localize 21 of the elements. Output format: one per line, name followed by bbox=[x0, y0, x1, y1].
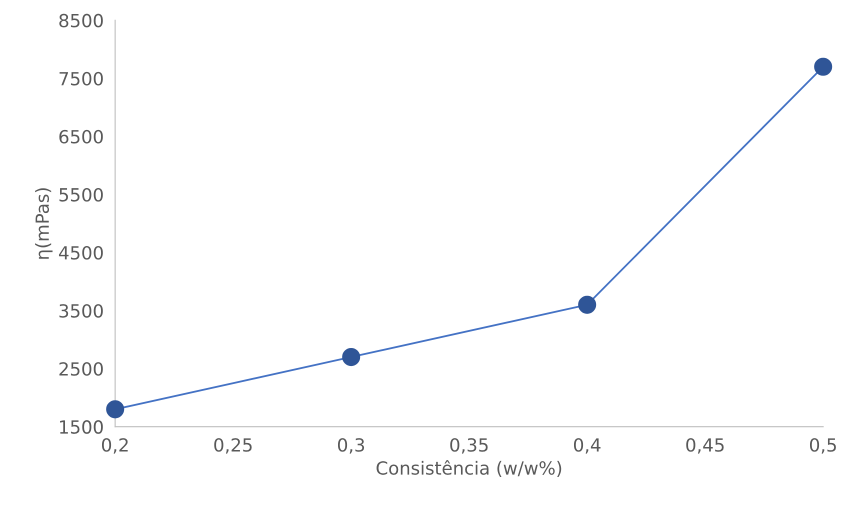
y-tick-label: 8500 bbox=[59, 14, 103, 28]
x-tick-label: 0,5 bbox=[810, 438, 836, 454]
y-tick-label: 6500 bbox=[59, 130, 103, 144]
y-tick-label: 3500 bbox=[59, 304, 103, 318]
y-tick-label: 2500 bbox=[59, 362, 103, 376]
x-tick-label: 0,3 bbox=[338, 438, 364, 454]
x-tick-label: 0,4 bbox=[574, 438, 600, 454]
y-tick-label: 5500 bbox=[59, 188, 103, 202]
point bbox=[342, 348, 360, 366]
y-axis-title: η(mPas) bbox=[35, 188, 53, 259]
point bbox=[814, 58, 832, 76]
x-tick-label: 0,45 bbox=[686, 438, 724, 454]
x-tick-label: 0,2 bbox=[102, 438, 128, 454]
point bbox=[106, 400, 124, 418]
y-tick-label: 7500 bbox=[60, 72, 103, 86]
y-tick-label: 1500 bbox=[60, 420, 103, 434]
y-tick-label: 4500 bbox=[58, 246, 103, 260]
x-axis-title: Consistência (w/w%) bbox=[376, 460, 562, 477]
x-tick-label: 0,35 bbox=[450, 438, 488, 454]
x-tick-label: 0,25 bbox=[214, 438, 252, 454]
point bbox=[578, 296, 596, 314]
